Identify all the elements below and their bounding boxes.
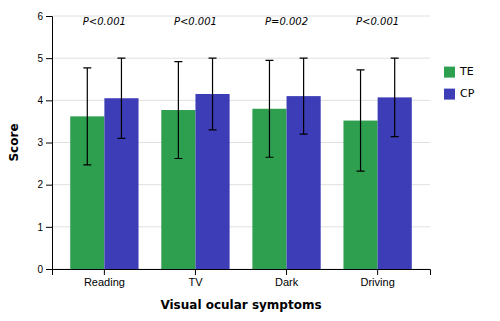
- legend-label: TE: [459, 65, 474, 78]
- y-tick-label: 6: [37, 11, 43, 22]
- y-tick-label: 2: [37, 179, 43, 190]
- x-axis: Reading TV Dark Driving: [53, 269, 431, 288]
- y-axis-line: [46, 17, 53, 270]
- y-tick: 6: [37, 11, 52, 22]
- legend-item: CP: [444, 87, 475, 100]
- x-tick-label: TV: [188, 276, 203, 288]
- y-tick-label: 5: [37, 53, 43, 64]
- error-bar: [117, 58, 125, 138]
- error-bar: [300, 58, 308, 134]
- x-axis-title: Visual ocular symptoms: [160, 298, 321, 312]
- y-axis: 0 1 2 3 4 5 6: [37, 11, 52, 275]
- y-tick-label: 3: [37, 137, 43, 148]
- error-bar: [391, 58, 399, 136]
- grid: [52, 16, 430, 269]
- error-bar: [265, 60, 273, 157]
- marks: [70, 58, 412, 269]
- grid-line: [52, 58, 430, 59]
- x-tick-label: Driving: [361, 276, 395, 288]
- y-tick: 4: [37, 95, 52, 106]
- legend: TE CP: [444, 65, 475, 100]
- x-axis-line: [53, 270, 431, 276]
- y-tick: 2: [37, 179, 52, 190]
- x-tick-mark: [104, 269, 105, 275]
- x-tick-label: Reading: [84, 276, 125, 288]
- y-tick: 1: [37, 222, 52, 233]
- x-tick: TV: [188, 269, 203, 288]
- annotation: P<0.001: [174, 16, 217, 27]
- y-tick: 0: [37, 264, 52, 275]
- x-tick-mark: [377, 269, 378, 275]
- annotation: P<0.001: [83, 16, 126, 27]
- legend-item: TE: [444, 65, 474, 78]
- y-tick: 3: [37, 137, 52, 148]
- legend-swatch: [444, 89, 455, 100]
- y-tick-label: 1: [37, 222, 43, 233]
- y-tick-mark: [46, 100, 52, 101]
- y-tick-mark: [46, 227, 52, 228]
- annotation: P<0.001: [356, 16, 399, 27]
- y-tick-mark: [46, 16, 52, 17]
- error-bar: [83, 68, 91, 165]
- x-tick: Driving: [361, 269, 395, 288]
- x-tick-mark: [195, 269, 196, 275]
- series: [104, 58, 411, 269]
- x-tick: Reading: [84, 269, 125, 288]
- annotation: P=0.002: [265, 16, 308, 27]
- error-bar: [209, 58, 217, 130]
- y-tick-label: 4: [37, 95, 43, 106]
- series: [70, 60, 377, 269]
- annotations: P<0.001 P<0.001 P=0.002 P<0.001: [83, 16, 399, 27]
- error-bar: [357, 70, 365, 171]
- x-tick-label: Dark: [275, 276, 299, 288]
- legend-swatch: [444, 67, 455, 78]
- chart: 0123456ReadingTVDarkDrivingP<0.001P<0.00…: [0, 0, 500, 321]
- y-tick-label: 0: [37, 264, 43, 275]
- y-axis-title: Score: [7, 123, 21, 161]
- y-tick-mark: [46, 185, 52, 186]
- y-tick-mark: [46, 143, 52, 144]
- x-tick-mark: [286, 269, 287, 275]
- y-tick-mark: [46, 269, 52, 270]
- legend-label: CP: [460, 87, 475, 100]
- y-tick-mark: [46, 58, 52, 59]
- y-tick: 5: [37, 53, 52, 64]
- x-tick: Dark: [275, 269, 299, 288]
- error-bar: [174, 62, 182, 159]
- plot: 0123456ReadingTVDarkDrivingP<0.001P<0.00…: [37, 11, 430, 288]
